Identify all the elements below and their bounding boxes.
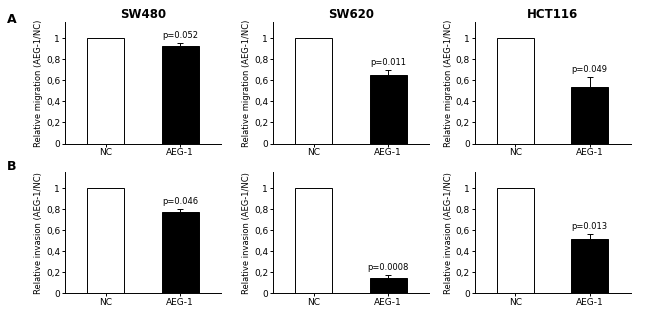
Text: B: B xyxy=(6,160,16,173)
Y-axis label: Relative invasion (AEG-1/NC): Relative invasion (AEG-1/NC) xyxy=(443,172,452,294)
Y-axis label: Relative migration (AEG-1/NC): Relative migration (AEG-1/NC) xyxy=(34,19,43,147)
Bar xyxy=(571,87,608,144)
Text: p=0.052: p=0.052 xyxy=(162,31,198,40)
Text: p=0.013: p=0.013 xyxy=(571,222,608,231)
Y-axis label: Relative migration (AEG-1/NC): Relative migration (AEG-1/NC) xyxy=(242,19,251,147)
Bar xyxy=(295,188,332,293)
Text: p=0.011: p=0.011 xyxy=(370,58,406,67)
Title: SW620: SW620 xyxy=(328,8,374,21)
Bar xyxy=(370,75,407,144)
Text: A: A xyxy=(6,13,16,26)
Title: SW480: SW480 xyxy=(120,8,166,21)
Bar xyxy=(571,239,608,293)
Bar xyxy=(497,188,534,293)
Y-axis label: Relative invasion (AEG-1/NC): Relative invasion (AEG-1/NC) xyxy=(242,172,251,294)
Y-axis label: Relative migration (AEG-1/NC): Relative migration (AEG-1/NC) xyxy=(443,19,452,147)
Bar xyxy=(162,46,199,144)
Bar xyxy=(295,38,332,144)
Y-axis label: Relative invasion (AEG-1/NC): Relative invasion (AEG-1/NC) xyxy=(34,172,43,294)
Bar xyxy=(497,38,534,144)
Text: p=0.049: p=0.049 xyxy=(571,65,608,74)
Bar xyxy=(87,188,124,293)
Title: HCT116: HCT116 xyxy=(527,8,578,21)
Text: p=0.046: p=0.046 xyxy=(162,197,198,206)
Bar xyxy=(370,278,407,293)
Bar xyxy=(87,38,124,144)
Text: p=0.0008: p=0.0008 xyxy=(367,263,409,272)
Bar xyxy=(162,212,199,293)
